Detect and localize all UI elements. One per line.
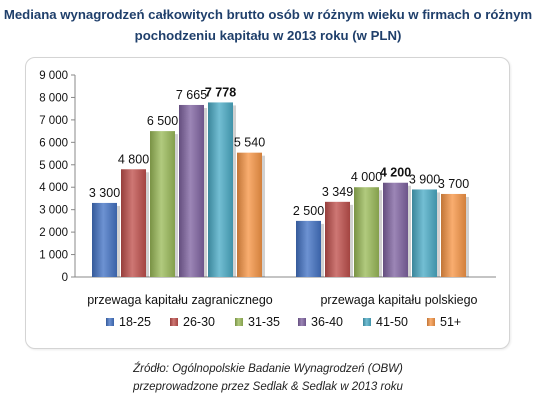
- legend-swatch-41-50: [363, 318, 371, 326]
- data-label: 4 000: [351, 170, 382, 184]
- source-line-1: Źródło: Ogólnopolskie Badanie Wynagrodze…: [133, 363, 403, 375]
- chart-panel: 0 1 000 2 000 3 000 4 000 5 000 6 000 7 000 8 00…: [25, 57, 510, 349]
- title-line-2: pochodzeniu kapitału w 2013 roku (w PLN): [134, 28, 402, 43]
- legend-swatch-51+: [427, 318, 435, 326]
- legend-label: 31-35: [248, 315, 280, 329]
- bar-18-25-2: [296, 220, 321, 277]
- y-tick-label: 2 000: [39, 227, 68, 239]
- bar-31-35-2: [354, 187, 379, 277]
- bar-chart: 0 1 000 2 000 3 000 4 000 5 000 6 000 7 000 8 00…: [39, 70, 496, 329]
- category-label: przewaga kapitału zagranicznego: [87, 293, 273, 307]
- bar-18-25-1: [92, 202, 117, 277]
- legend-label: 26-30: [183, 315, 215, 329]
- bar-26-30-2: [325, 201, 350, 277]
- bar-36-40-1: [179, 104, 204, 277]
- y-tick-label: 0: [62, 272, 68, 284]
- source-line-2: przeprowadzone przez Sedlak & Sedlak w 2…: [133, 381, 403, 393]
- bar-26-30-1: [121, 169, 146, 277]
- bar-51+-1: [237, 152, 262, 277]
- data-label: 4 800: [118, 152, 149, 166]
- bar-36-40-2: [383, 182, 408, 277]
- category-label: przewaga kapitału polskiego: [320, 293, 477, 307]
- data-label: 3 900: [409, 172, 440, 186]
- data-label: 2 500: [293, 204, 324, 218]
- y-tick-label: 9 000: [39, 70, 68, 82]
- bar-41-50-1: [208, 102, 233, 277]
- bar-41-50-2: [412, 189, 437, 277]
- legend-swatch-18-25: [106, 318, 114, 326]
- legend-label: 36-40: [311, 315, 343, 329]
- y-tick-label: 4 000: [39, 182, 68, 194]
- legend-label: 41-50: [376, 315, 408, 329]
- y-tick-label: 1 000: [39, 250, 68, 262]
- chart-title: Mediana wynagrodzeń całkowitych brutto o…: [0, 4, 536, 46]
- y-tick-label: 5 000: [39, 160, 68, 172]
- legend-label: 18-25: [119, 315, 151, 329]
- y-tick-label: 3 000: [39, 205, 68, 217]
- y-tick-label: 8 000: [39, 92, 68, 104]
- data-label: 3 300: [89, 186, 120, 200]
- legend-swatch-36-40: [298, 318, 306, 326]
- source-note: Źródło: Ogólnopolskie Badanie Wynagrodze…: [0, 360, 536, 396]
- bar-31-35-1: [150, 131, 175, 277]
- data-label: 7 778: [205, 85, 236, 99]
- y-tick-label: 6 000: [39, 137, 68, 149]
- legend-swatch-31-35: [235, 318, 243, 326]
- legend-swatch-26-30: [170, 318, 178, 326]
- data-label: 4 200: [380, 166, 411, 180]
- data-label: 6 500: [147, 114, 178, 128]
- data-label: 5 540: [234, 136, 265, 150]
- y-tick-label: 7 000: [39, 115, 68, 127]
- data-label: 3 349: [322, 185, 353, 199]
- legend-label: 51+: [440, 315, 461, 329]
- data-label: 3 700: [438, 177, 469, 191]
- data-label: 7 665: [176, 88, 207, 102]
- bar-51+-2: [441, 193, 466, 277]
- title-line-1: Mediana wynagrodzeń całkowitych brutto o…: [3, 7, 533, 22]
